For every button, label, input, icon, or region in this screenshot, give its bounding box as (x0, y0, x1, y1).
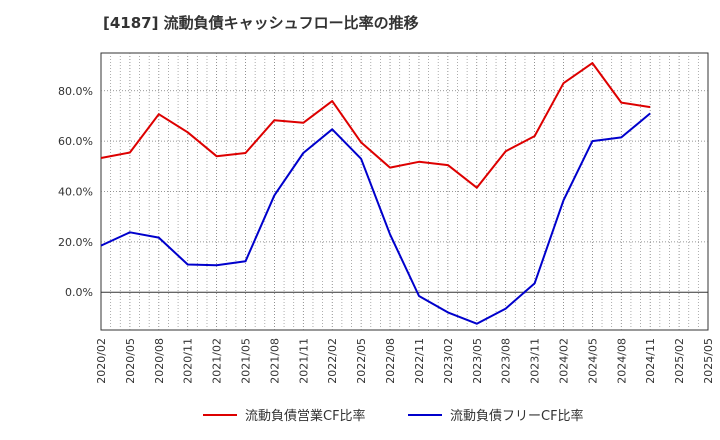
x-tick-label: 2024/08 (615, 338, 628, 384)
y-tick-label: 20.0% (58, 236, 93, 249)
x-tick-label: 2020/11 (182, 338, 195, 384)
y-tick-label: 80.0% (58, 85, 93, 98)
y-tick-label: 0.0% (65, 286, 93, 299)
x-tick-label: 2022/05 (355, 338, 368, 384)
legend-label: 流動負債フリーCF比率 (450, 408, 584, 424)
operating-cf-ratio-line (100, 62, 651, 189)
y-tick-label: 60.0% (58, 135, 93, 148)
x-tick-label: 2023/11 (529, 338, 542, 384)
chart-title: [4187] 流動負債キャッシュフロー比率の推移 (103, 14, 419, 32)
x-tick-label: 2020/05 (124, 338, 137, 384)
x-tick-label: 2024/02 (557, 338, 570, 384)
free-cf-ratio-line (100, 112, 651, 325)
x-tick-label: 2024/05 (586, 338, 599, 384)
x-tick-label: 2022/02 (326, 338, 339, 384)
x-tick-label: 2021/11 (297, 338, 310, 384)
x-tick-label: 2021/02 (211, 338, 224, 384)
x-tick-label: 2025/02 (673, 338, 686, 384)
x-tick-label: 2023/02 (442, 338, 455, 384)
x-tick-label: 2022/08 (384, 338, 397, 384)
x-tick-label: 2024/11 (644, 338, 657, 384)
x-tick-label: 2021/05 (240, 338, 253, 384)
y-tick-label: 40.0% (58, 186, 93, 199)
x-tick-label: 2020/02 (95, 338, 108, 384)
legend-label: 流動負債営業CF比率 (245, 408, 366, 424)
x-tick-label: 2021/08 (268, 338, 281, 384)
x-tick-label: 2020/08 (153, 338, 166, 384)
x-tick-label: 2023/05 (471, 338, 484, 384)
x-tick-label: 2022/11 (413, 338, 426, 384)
x-tick-label: 2025/05 (702, 338, 715, 384)
x-tick-label: 2023/08 (500, 338, 513, 384)
